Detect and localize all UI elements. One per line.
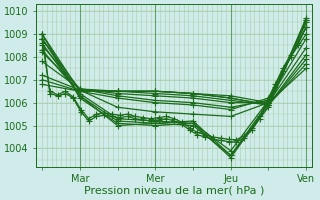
X-axis label: Pression niveau de la mer( hPa ): Pression niveau de la mer( hPa ) [84,186,264,196]
